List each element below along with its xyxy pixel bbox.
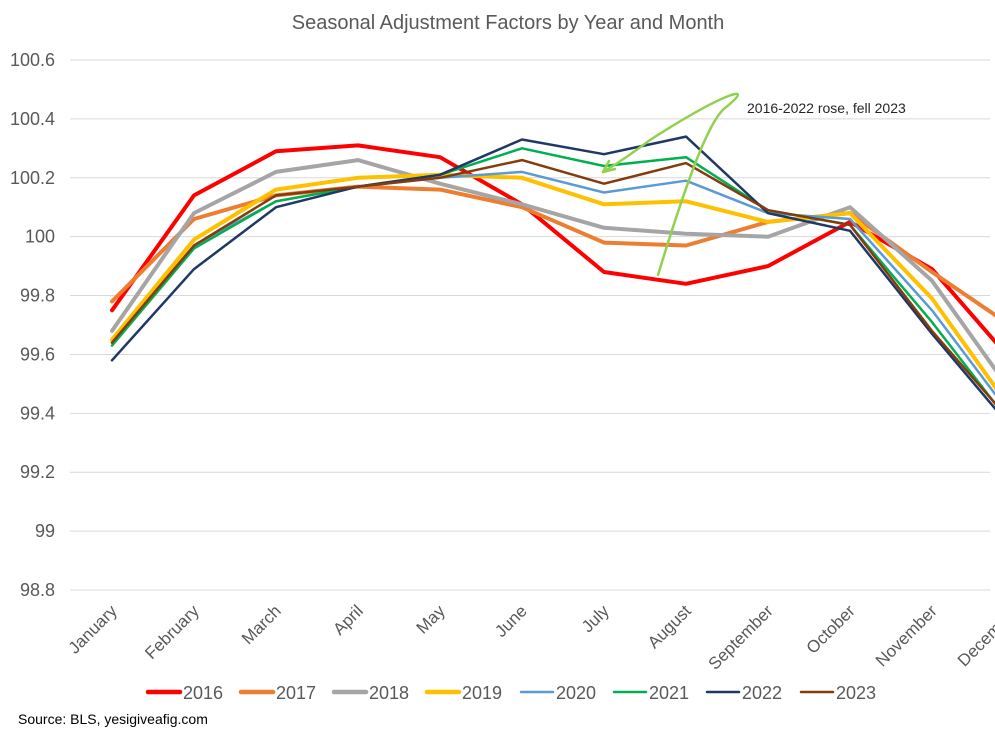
y-tick-label: 99.2 xyxy=(20,462,55,482)
source-note: Source: BLS, yesigiveafig.com xyxy=(18,711,208,727)
legend-label-2022: 2022 xyxy=(742,683,782,703)
legend-label-2018: 2018 xyxy=(369,683,409,703)
y-axis: 98.8 99 99.2 99.4 99.6 99.8 100 100.2 100.4 100.6 xyxy=(10,50,55,600)
y-tick-label: 100.2 xyxy=(10,168,55,188)
legend-label-2020: 2020 xyxy=(556,683,596,703)
legend-label-2017: 2017 xyxy=(276,683,316,703)
annotation-loop xyxy=(601,92,739,277)
y-tick-label: 100 xyxy=(25,227,55,247)
legend-label-2023: 2023 xyxy=(836,683,876,703)
y-tick-label: 100.6 xyxy=(10,50,55,70)
y-tick-label: 98.8 xyxy=(20,580,55,600)
x-tick-label: June xyxy=(491,601,531,641)
annotation-text: 2016-2022 rose, fell 2023 xyxy=(747,100,906,116)
x-tick-label: September xyxy=(705,601,777,673)
legend-label-2021: 2021 xyxy=(649,683,689,703)
annotation: 2016-2022 rose, fell 2023 xyxy=(601,92,906,277)
x-tick-label: November xyxy=(872,601,941,670)
x-tick-label: December xyxy=(954,601,995,670)
series-lines xyxy=(110,135,995,411)
x-tick-label: July xyxy=(578,601,613,636)
x-tick-label: October xyxy=(803,601,859,657)
x-tick-label: April xyxy=(329,601,366,638)
legend-label-2019: 2019 xyxy=(462,683,502,703)
chart-title: Seasonal Adjustment Factors by Year and … xyxy=(292,12,725,34)
series-line-2021 xyxy=(110,147,995,406)
x-tick-label: February xyxy=(141,601,203,663)
y-tick-label: 99 xyxy=(35,521,55,541)
x-tick-label: March xyxy=(238,601,285,648)
legend-label-2016: 2016 xyxy=(183,683,223,703)
y-tick-label: 99.8 xyxy=(20,286,55,306)
legend: 2016 2017 2018 2019 2020 2021 2022 2023 xyxy=(145,683,876,703)
series-line-2018 xyxy=(110,158,995,373)
series-line-2023 xyxy=(110,158,995,406)
series-line-2022 xyxy=(110,135,995,411)
x-tick-label: May xyxy=(413,601,449,637)
x-tick-label: August xyxy=(644,601,695,652)
y-tick-label: 99.4 xyxy=(20,403,55,423)
series-line-2019 xyxy=(110,172,995,391)
annotation-arrowhead xyxy=(601,159,617,174)
gridlines xyxy=(70,59,990,591)
y-tick-label: 99.6 xyxy=(20,344,55,364)
x-axis: January February March April May June July Augu… xyxy=(65,601,995,674)
x-tick-label: January xyxy=(65,601,122,658)
y-tick-label: 100.4 xyxy=(10,109,55,129)
